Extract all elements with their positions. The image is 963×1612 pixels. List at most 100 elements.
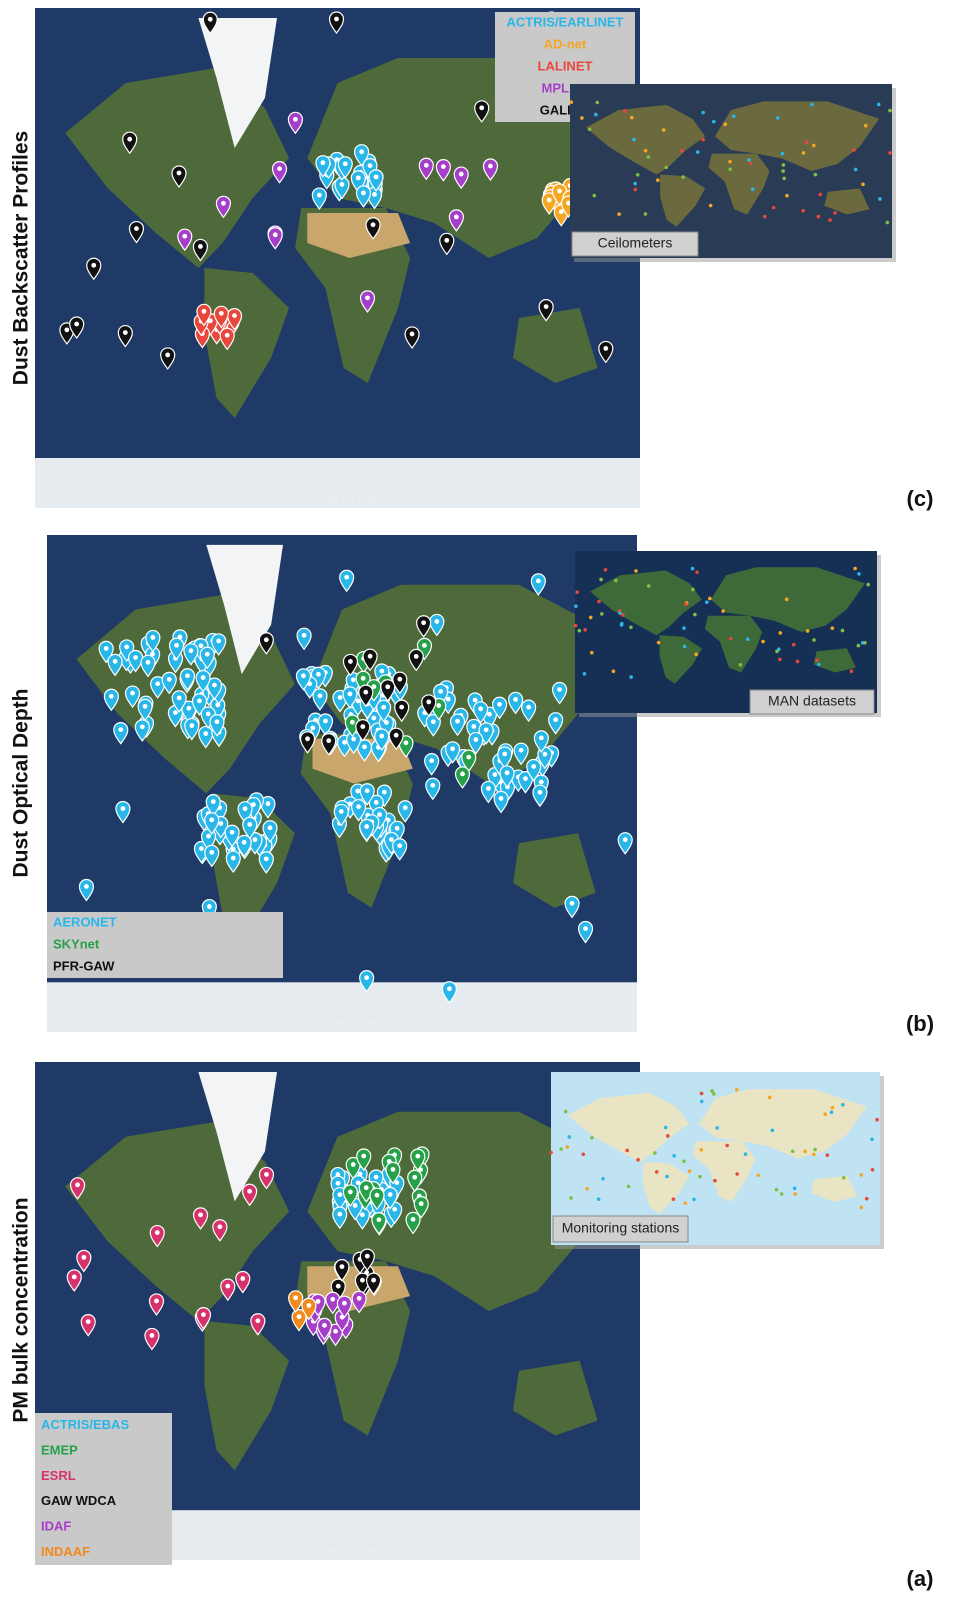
- map-pin: [183, 643, 199, 666]
- pin-dot: [557, 188, 562, 194]
- map-pin: [226, 308, 243, 331]
- pin-dot: [145, 659, 151, 665]
- inset-dot: [636, 1158, 640, 1162]
- inset-label-box: [749, 689, 875, 715]
- pin-dot: [538, 735, 544, 741]
- pin-dot: [338, 809, 344, 814]
- inset-dot: [779, 1192, 784, 1196]
- legend-entry: GAW WDCA: [41, 1493, 117, 1508]
- pin-dot: [430, 719, 436, 725]
- map-pin: [103, 688, 119, 712]
- pin-dot: [326, 738, 332, 744]
- inset-dot: [695, 150, 700, 154]
- pin-dot: [422, 643, 427, 648]
- pin-dot: [384, 720, 389, 725]
- inset-dot: [870, 1167, 875, 1172]
- map-pin: [288, 1290, 304, 1313]
- map-pin: [117, 324, 133, 348]
- pin-dot: [455, 718, 460, 724]
- map-pin: [148, 1293, 165, 1316]
- inset-dot: [588, 615, 593, 620]
- pin-dot: [344, 574, 350, 580]
- desert: [312, 738, 413, 784]
- pin-dot: [316, 671, 321, 677]
- inset-dot: [723, 122, 728, 126]
- pin-dot: [264, 1172, 269, 1177]
- map-pin: [86, 257, 102, 281]
- inset-dot: [767, 1095, 772, 1100]
- pin-dot: [355, 698, 361, 704]
- pin-dot: [207, 318, 213, 324]
- pin-dot: [229, 829, 235, 835]
- pin-dot: [412, 1174, 418, 1180]
- map-pin: [382, 1186, 398, 1210]
- pin-dot: [513, 696, 519, 702]
- pin-dot: [347, 691, 353, 697]
- inset-dot: [663, 1125, 668, 1130]
- pin-dot: [212, 682, 217, 688]
- map-pin: [213, 305, 229, 329]
- map-pin: [425, 777, 441, 801]
- pin-dot: [558, 209, 564, 215]
- pin-dot: [149, 1333, 155, 1338]
- legend-entry: AD-net: [544, 36, 587, 51]
- pin-dot: [359, 149, 364, 155]
- pin-dot: [486, 786, 491, 791]
- inset-dot: [778, 657, 782, 662]
- map-pin: [205, 794, 221, 817]
- pin-dot: [377, 812, 383, 817]
- pin-dot: [504, 770, 510, 776]
- pin-dot: [542, 751, 548, 757]
- pin-dot: [108, 693, 114, 699]
- map-pin: [356, 739, 373, 762]
- map-pin: [195, 1307, 212, 1330]
- map-pin: [482, 158, 499, 182]
- inset-dot: [569, 1196, 573, 1200]
- inset-dot: [559, 1147, 563, 1151]
- inset-dot: [646, 584, 651, 588]
- pin-dot: [232, 313, 237, 319]
- pin-dot: [402, 805, 408, 811]
- map-pin: [508, 691, 524, 715]
- pin-dot: [230, 846, 236, 852]
- pin-dot: [267, 825, 273, 831]
- map-pin: [425, 714, 441, 737]
- pin-dot: [182, 233, 188, 239]
- pin-dot: [201, 308, 207, 314]
- inset-continent: [643, 1162, 690, 1214]
- map-pin: [184, 717, 200, 741]
- inset-dot: [750, 187, 755, 192]
- inset-dot: [654, 1170, 659, 1174]
- pin-dot: [201, 1312, 206, 1318]
- inset-dot: [569, 100, 574, 104]
- pin-dot: [263, 637, 269, 643]
- pin-dot: [154, 1230, 160, 1235]
- inset-dot: [728, 636, 733, 641]
- pin-dot: [360, 1277, 365, 1283]
- pin-dot: [296, 1314, 302, 1320]
- legend-entry: ACTRIS/EARLINET: [507, 14, 624, 29]
- pin-dot: [75, 1182, 80, 1188]
- map-pin: [355, 719, 371, 742]
- inset-dot: [618, 611, 622, 615]
- panel-ylabel: Dust Backscatter Profiles: [10, 131, 33, 385]
- inset-dot: [795, 659, 800, 664]
- map-credit: Google My Maps: [313, 1019, 389, 1030]
- legend-entry: EMEP: [41, 1442, 78, 1457]
- map-pin: [220, 1278, 236, 1302]
- pin-dot: [91, 262, 97, 268]
- map-pin: [295, 668, 312, 691]
- map-pin: [212, 1219, 228, 1242]
- map-pin: [168, 637, 185, 661]
- inset-dot: [743, 1152, 748, 1156]
- map-pin: [429, 613, 445, 637]
- map-pin: [134, 719, 150, 742]
- map-pin: [150, 676, 166, 699]
- map-pin: [69, 1177, 86, 1200]
- inset-dot: [856, 643, 861, 648]
- pin-dot: [342, 739, 347, 745]
- pin-dot: [166, 676, 172, 682]
- inset-dot: [681, 175, 685, 179]
- inset-dot: [712, 119, 716, 124]
- panel-ylabel: Dust Optical Depth: [10, 688, 33, 877]
